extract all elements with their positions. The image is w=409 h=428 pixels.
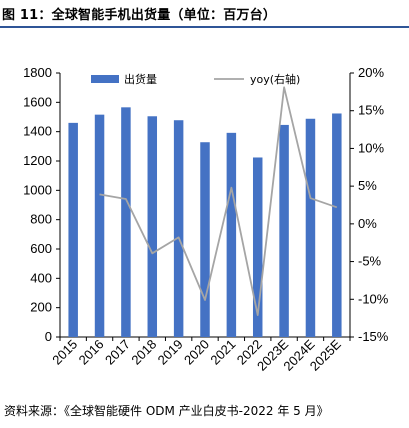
legend-bar-label: 出货量	[124, 72, 157, 86]
bar-2017	[121, 107, 131, 337]
bar-2025E	[332, 113, 342, 337]
x-tick-label: 2020	[181, 337, 212, 368]
bar-2016	[94, 114, 105, 337]
left-tick-label: 200	[30, 300, 52, 315]
bar-2022	[252, 157, 263, 337]
left-tick-label: 400	[30, 270, 52, 285]
yoy-line	[99, 86, 338, 317]
left-tick-label: 1800	[23, 65, 52, 80]
left-tick-label: 0	[45, 329, 52, 344]
legend-line-label: yoy(右轴)	[250, 72, 300, 86]
bar-2018	[147, 116, 158, 338]
left-tick-label: 1200	[23, 153, 52, 168]
right-tick-label: 0%	[358, 216, 377, 231]
x-tick-label: 2021	[207, 337, 238, 368]
right-tick-label: -10%	[358, 291, 389, 306]
right-tick-label: 15%	[358, 103, 384, 118]
left-tick-label: 1400	[23, 124, 52, 139]
right-tick-label: 5%	[358, 178, 377, 193]
right-tick-label: 20%	[358, 65, 384, 80]
left-tick-label: 1600	[23, 94, 52, 109]
shipment-chart: 0 200 400 600 800 1000 1200 1400 1600 1800 -15% -10…	[23, 65, 389, 374]
right-tick-label: 10%	[358, 140, 384, 155]
bar-2019	[173, 120, 184, 337]
bar-2020	[200, 142, 210, 337]
legend-bar-swatch	[91, 75, 119, 83]
source-note: 资料来源：《全球智能硬件 ODM 产业白皮书-2022 年 5 月》	[4, 404, 329, 418]
left-tick-label: 800	[30, 212, 52, 227]
bar-2023E	[279, 124, 289, 337]
title-rule	[0, 26, 409, 28]
left-tick-label: 1000	[23, 182, 52, 197]
bar-2015	[68, 122, 78, 337]
x-tick-label: 2015	[49, 337, 80, 368]
x-tick-label: 2016	[76, 337, 107, 368]
bar-2021	[226, 132, 237, 337]
x-tick-label: 2018	[128, 337, 159, 368]
right-tick-label: -15%	[358, 329, 389, 344]
x-tick-label: 2017	[102, 337, 133, 368]
bar-2024E	[305, 118, 316, 337]
left-tick-label: 600	[30, 241, 52, 256]
x-tick-label: 2019	[155, 337, 186, 368]
right-tick-label: -5%	[358, 254, 382, 269]
figure-title: 图 11：全球智能手机出货量（单位：百万台）	[2, 8, 277, 23]
